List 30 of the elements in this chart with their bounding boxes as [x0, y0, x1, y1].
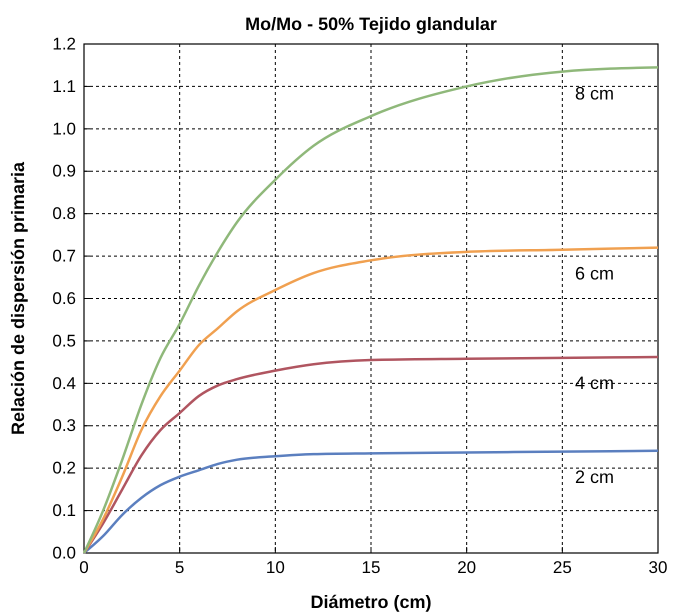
y-tick-label: 0.0: [52, 543, 76, 562]
x-tick-label: 15: [362, 558, 380, 578]
y-tick-label: 1.2: [52, 34, 76, 54]
line-series: [82, 450, 660, 554]
chart-title: Mo/Mo - 50% Tejido glandular: [245, 14, 497, 34]
series-label: 8 cm: [575, 83, 614, 104]
y-tick-label: 0.6: [52, 288, 76, 308]
y-tick-label: 0.7: [52, 246, 76, 266]
y-tick-label: 0.8: [52, 204, 76, 224]
y-tick-label: 0.1: [52, 501, 76, 520]
y-axis-title: Relación de dispersión primaria: [8, 160, 28, 436]
y-tick-label: 0.4: [52, 374, 76, 393]
x-tick-label: 0: [79, 558, 89, 578]
y-tick-label: 1.0: [52, 119, 76, 138]
line-series: [82, 246, 660, 554]
x-tick-label: 25: [552, 558, 572, 578]
y-tick-label: 0.9: [52, 162, 76, 181]
y-tick-label: 0.3: [52, 416, 76, 436]
series-label: 6 cm: [575, 264, 614, 284]
x-tick-label: 5: [174, 558, 184, 578]
x-tick-label: 30: [648, 558, 668, 578]
x-axis-title: Diámetro (cm): [310, 592, 432, 612]
line-series: [82, 66, 660, 554]
series-label: 4 cm: [575, 373, 614, 394]
y-tick-label: 0.2: [52, 458, 76, 478]
y-tick-label: 1.1: [52, 76, 76, 96]
x-tick-label: 10: [266, 558, 285, 578]
y-tick-label: 0.5: [52, 331, 76, 350]
series-label: 2 cm: [575, 466, 614, 487]
x-tick-label: 20: [457, 558, 476, 578]
